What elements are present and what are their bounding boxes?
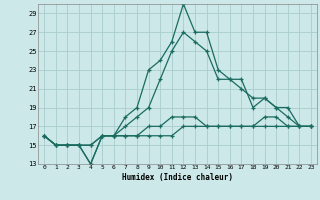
- X-axis label: Humidex (Indice chaleur): Humidex (Indice chaleur): [122, 173, 233, 182]
